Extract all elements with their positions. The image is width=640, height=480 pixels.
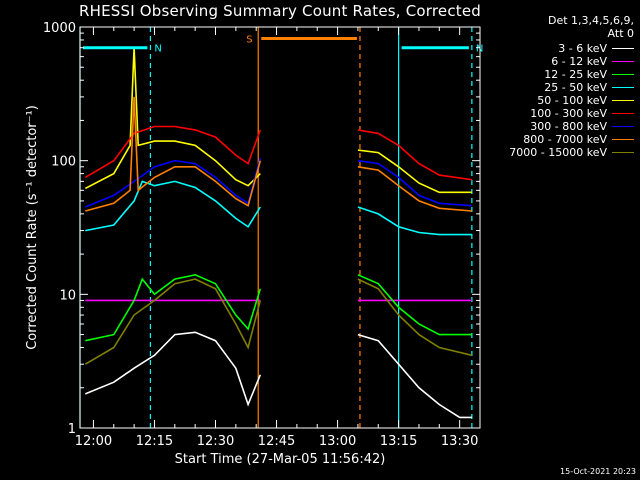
series-line-8-seg1 (357, 278, 473, 357)
series-line-2-seg1 (357, 274, 472, 336)
series-line-2-seg0 (85, 273, 262, 342)
legend-swatch (612, 48, 634, 49)
legend-swatch (612, 139, 634, 140)
series-line-6-seg0 (84, 157, 262, 208)
generation-timestamp: 15-Oct-2021 20:23 (560, 467, 636, 476)
y-tick-label-0: 1 (68, 422, 76, 437)
legend-label: 50 - 100 keV (537, 94, 607, 107)
data-gap (258, 27, 360, 428)
mode-label-0: N (154, 44, 161, 55)
legend-entry-3: 25 - 50 keV (509, 81, 634, 94)
legend-entry-0: 3 - 6 keV (509, 42, 634, 55)
x-axis-label: Start Time (27-Mar-05 11:56:42) (175, 452, 386, 467)
legend-swatch (612, 113, 634, 114)
mode-label-2: S (246, 35, 252, 46)
y-tick-label-1: 10 (59, 288, 76, 303)
legend-swatch (612, 87, 634, 88)
series-line-4-seg1 (357, 149, 472, 194)
legend-label: 12 - 25 keV (544, 68, 607, 81)
legend-label: 300 - 800 keV (530, 120, 607, 133)
series-line-6-seg1 (357, 159, 472, 207)
attenuator-state: Att 0 (607, 27, 634, 40)
axes-frame (79, 26, 481, 429)
legend-label: 6 - 12 keV (551, 55, 607, 68)
y-tick-label-2: 100 (51, 155, 76, 170)
x-tick-label-6: 13:30 (441, 434, 478, 449)
legend-entry-7: 800 - 7000 keV (509, 133, 634, 146)
legend-swatch (612, 61, 634, 62)
y-axis-label: Corrected Count Rate (s⁻¹ detector⁻¹) (25, 105, 40, 350)
series-line-3-seg0 (85, 180, 261, 232)
x-tick-label-5: 13:15 (380, 434, 417, 449)
chart-title: RHESSI Observing Summary Count Rates, Co… (78, 2, 481, 20)
x-tick-label-3: 12:45 (258, 434, 295, 449)
series-line-3-seg1 (357, 206, 472, 236)
series-line-7-seg0 (85, 96, 262, 212)
series-line-5-seg0 (84, 125, 262, 179)
series-line-4-seg0 (84, 47, 261, 190)
legend-entry-1: 6 - 12 keV (509, 55, 634, 68)
x-tick-label-0: 12:00 (75, 434, 112, 449)
legend-entry-6: 300 - 800 keV (509, 120, 634, 133)
legend-label: 100 - 300 keV (530, 107, 607, 120)
legend-swatch (612, 100, 634, 101)
series-line-0-seg0 (84, 331, 262, 407)
y-tick-label-3: 1000 (43, 21, 76, 36)
legend-swatch (612, 74, 634, 75)
x-tick-label-1: 12:15 (136, 434, 173, 449)
detector-info: Det 1,3,4,5,6,9, Att 0 (548, 14, 634, 40)
legend-swatch (612, 152, 634, 153)
legend-entry-5: 100 - 300 keV (509, 107, 634, 120)
legend: 3 - 6 keV 6 - 12 keV 12 - 25 keV 25 - 50 ke… (509, 42, 634, 159)
legend-label: 7000 - 15000 keV (509, 146, 607, 159)
detector-list: Det 1,3,4,5,6,9, (547, 14, 634, 27)
series-line-8-seg0 (84, 278, 262, 365)
legend-entry-2: 12 - 25 keV (509, 68, 634, 81)
legend-label: 3 - 6 keV (558, 42, 607, 55)
legend-entry-8: 7000 - 15000 keV (509, 146, 634, 159)
legend-label: 800 - 7000 keV (523, 133, 607, 146)
series-line-5-seg1 (357, 129, 473, 181)
legend-label: 25 - 50 keV (544, 81, 607, 94)
x-tick-label-2: 12:30 (197, 434, 234, 449)
series-line-0-seg1 (357, 333, 472, 419)
series-line-7-seg1 (357, 166, 472, 212)
legend-swatch (612, 126, 634, 127)
x-tick-label-4: 13:00 (319, 434, 356, 449)
legend-entry-4: 50 - 100 keV (509, 94, 634, 107)
